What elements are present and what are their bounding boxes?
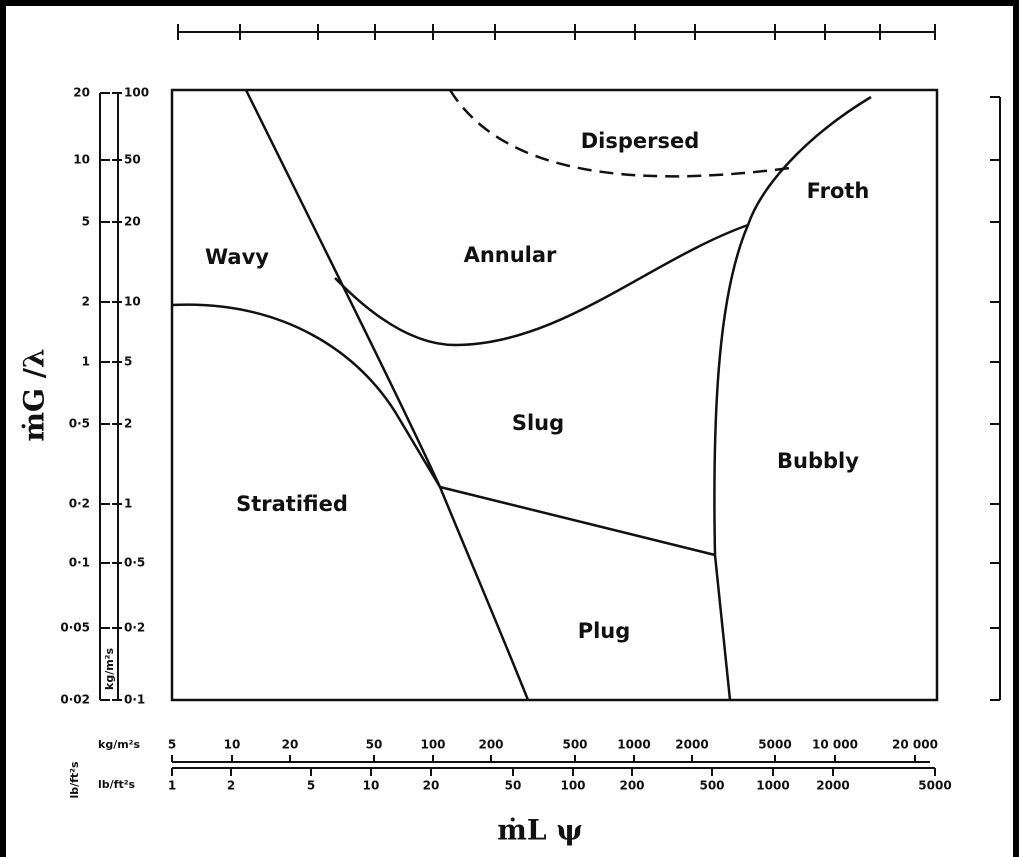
boundary	[244, 89, 530, 701]
y-outer-tick-label: 0·02	[60, 693, 90, 707]
y-outer-tick-label: 1	[82, 355, 90, 369]
x-lower-unit: lb/ft²s	[98, 778, 136, 791]
x-upper-tick-label: 2000	[675, 738, 708, 752]
y-inner-tick-label: 100	[124, 86, 149, 100]
x-upper-tick-label: 500	[562, 738, 587, 752]
boundaries	[171, 89, 872, 701]
x-upper-tick-label: 5000	[758, 738, 791, 752]
x-upper-tick-label: 50	[366, 738, 383, 752]
x-upper-tick-label: 10 000	[812, 738, 858, 752]
x-lower-tick-label: 5	[307, 779, 315, 793]
x-lower-tick-label: 20	[423, 779, 440, 793]
y-inner-tick-label: 0·5	[124, 556, 145, 570]
boundary	[713, 95, 872, 701]
y-inner-unit: kg/m²s	[103, 648, 116, 690]
y-inner-tick-label: 2	[124, 417, 132, 431]
x-upper-tick-label: 1000	[617, 738, 650, 752]
region-label: Froth	[807, 179, 870, 203]
x-lower-tick-label: 100	[560, 779, 585, 793]
x-lower-tick-label: 2000	[816, 779, 849, 793]
boundary	[334, 223, 749, 347]
region-label: Bubbly	[777, 449, 859, 473]
x-lower-tick-label: 1	[168, 779, 176, 793]
y-outer-tick-label: 0·2	[69, 497, 90, 511]
region-label: Annular	[464, 243, 557, 267]
y-inner-tick-label: 5	[124, 355, 132, 369]
y-outer-tick-label: 0·5	[69, 417, 90, 431]
y-axis-label: ṁG /λ	[18, 348, 51, 441]
region-label: Plug	[578, 619, 631, 643]
y-outer-tick-label: 20	[73, 86, 90, 100]
x-upper-tick-label: 100	[420, 738, 445, 752]
x-lower-tick-label: 200	[619, 779, 644, 793]
x-lower-tick-label: 10	[363, 779, 380, 793]
x-lower-tick-label: 50	[505, 779, 522, 793]
y-inner-tick-label: 0·2	[124, 621, 145, 635]
x-axis-label: ṁL ψ	[497, 814, 582, 847]
x-upper-unit: kg/m²s	[98, 738, 140, 751]
x-lower-tick-label: 5000	[918, 779, 951, 793]
x-upper-tick-label: 20	[282, 738, 299, 752]
y-inner-tick-label: 50	[124, 153, 141, 167]
region-label: Dispersed	[581, 129, 700, 153]
x-upper-tick-label: 10	[224, 738, 241, 752]
boundary	[171, 303, 442, 488]
y-outer-tick-label: 2	[82, 295, 90, 309]
boundary	[439, 485, 716, 557]
region-label: Stratified	[236, 492, 348, 516]
y-outer-tick-label: 5	[82, 215, 90, 229]
y-outer-tick-label: 0·05	[60, 621, 90, 635]
x-upper-tick-label: 20 000	[892, 738, 938, 752]
y-inner-tick-label: 10	[124, 295, 141, 309]
plot-box	[170, 88, 939, 702]
x-lower-tick-label: 1000	[756, 779, 789, 793]
y-inner-tick-label: 1	[124, 497, 132, 511]
x-upper-tick-label: 5	[168, 738, 176, 752]
x-lower-tick-label: 500	[699, 779, 724, 793]
y-outer-unit: lb/ft²s	[68, 761, 81, 799]
region-label: Slug	[512, 411, 564, 435]
x-lower-tick-label: 2	[227, 779, 235, 793]
y-inner-tick-label: 0·1	[124, 693, 145, 707]
y-inner-tick-label: 20	[124, 215, 141, 229]
y-outer-tick-label: 10	[73, 153, 90, 167]
y-outer-tick-label: 0·1	[69, 556, 90, 570]
region-label: Wavy	[205, 245, 269, 269]
x-upper-tick-label: 200	[478, 738, 503, 752]
